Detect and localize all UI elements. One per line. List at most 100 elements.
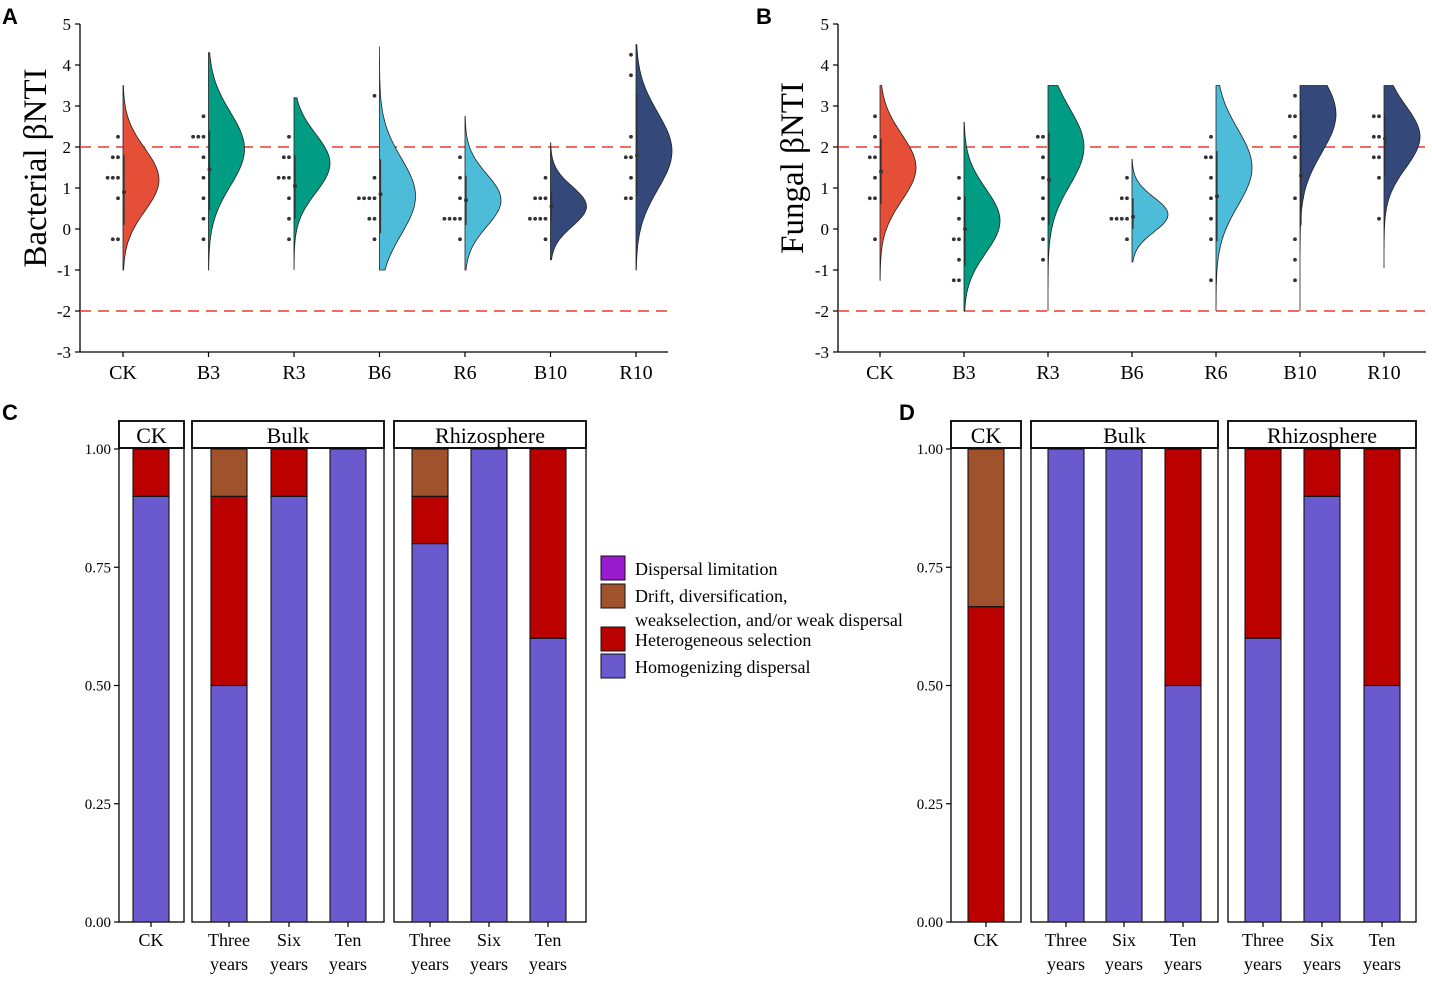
- legend-swatch-drift: [600, 583, 626, 609]
- stacked-bar-segment: [529, 448, 567, 639]
- violin-r10: [1383, 85, 1421, 268]
- median-point: [1299, 173, 1303, 178]
- data-dot: [116, 134, 120, 139]
- data-dot: [629, 196, 633, 201]
- legend-label: Drift, diversification,: [635, 586, 787, 606]
- data-dot: [201, 216, 206, 221]
- median-point: [378, 192, 383, 197]
- violin-b6: [379, 46, 416, 271]
- data-dot: [951, 278, 956, 283]
- violin-r6: [1215, 85, 1253, 311]
- y-axis-title: Fungal βNTI: [775, 82, 811, 254]
- data-dot: [1293, 237, 1297, 242]
- data-dot: [372, 216, 377, 221]
- y-tick-label: 0.75: [85, 560, 111, 576]
- panel-letter-b: B: [756, 4, 772, 29]
- data-dot: [1041, 257, 1045, 262]
- data-dot: [951, 237, 956, 242]
- stacked-bar-segment: [411, 448, 449, 497]
- stacked-bar-segment: [470, 448, 508, 923]
- y-tick-label: 2: [821, 138, 830, 157]
- violin-b10: [1299, 85, 1337, 311]
- data-dot: [110, 237, 115, 242]
- data-dot: [116, 155, 120, 160]
- data-dot: [533, 216, 537, 221]
- y-axis-title: Bacterial βNTI: [18, 68, 54, 267]
- facet-strip-label: Rhizosphere: [435, 423, 545, 448]
- data-dot: [1125, 237, 1129, 242]
- violin-r3: [1047, 85, 1085, 311]
- data-dot: [1209, 196, 1213, 201]
- data-dot: [458, 155, 462, 160]
- stacked-bar-segment: [529, 637, 567, 923]
- y-tick-label: -3: [57, 343, 71, 362]
- data-dot: [1209, 175, 1213, 180]
- data-dot: [1377, 216, 1381, 221]
- stacked-bar-segment: [1303, 448, 1341, 497]
- y-tick-label: -2: [57, 302, 71, 321]
- data-dot: [287, 196, 291, 201]
- x-tick-label: R10: [619, 362, 652, 384]
- y-tick-label: 1.00: [85, 442, 111, 458]
- facet-strip: [1030, 420, 1219, 449]
- data-dot: [1041, 196, 1045, 201]
- data-dot: [1109, 216, 1114, 221]
- violin-ck: [879, 85, 917, 281]
- data-dot: [623, 196, 628, 201]
- facet-strip-label: CK: [136, 423, 167, 448]
- data-dot: [957, 237, 961, 242]
- data-dot: [957, 278, 961, 283]
- data-dot: [458, 196, 462, 201]
- data-dot: [538, 216, 543, 221]
- facet-strip: [1227, 420, 1417, 449]
- data-dot: [1293, 93, 1297, 98]
- data-dot: [287, 134, 291, 139]
- y-tick-label: 0.25: [85, 797, 111, 813]
- data-dot: [372, 175, 377, 180]
- legend-label: weakselection, and/or weak dispersal: [635, 610, 903, 630]
- y-tick-label: 4: [821, 56, 830, 75]
- panel-a-bacterial-bnti: -3 -2 -1 0 1 2 3 4 5 Bacterial βNTI CK B3 R3 B6 R6 B10 R…: [18, 15, 673, 384]
- data-dot: [1119, 216, 1124, 221]
- data-dot: [116, 175, 120, 180]
- x-tick-label: CK: [973, 930, 998, 950]
- y-tick-label: 4: [63, 56, 72, 75]
- stacked-bar-segment: [1244, 637, 1282, 923]
- assembly-process-legend: Dispersal limitation Drift, diversificati…: [600, 555, 903, 679]
- data-dot: [873, 114, 877, 119]
- x-tick-label: Ten: [335, 930, 362, 950]
- y-tick-label: -3: [815, 343, 829, 362]
- panel-letter-d: D: [899, 400, 915, 425]
- facet-strip-label: Bulk: [267, 423, 310, 448]
- x-tick-label: years: [270, 954, 308, 974]
- data-dot: [957, 257, 961, 262]
- median-point: [635, 153, 639, 158]
- x-tick-label: R3: [1036, 362, 1059, 384]
- median-point: [1131, 214, 1135, 219]
- data-dot: [110, 175, 115, 180]
- stacked-bar-segment: [132, 448, 170, 497]
- median-point: [464, 198, 468, 203]
- x-tick-label: years: [529, 954, 567, 974]
- data-dot: [1293, 155, 1297, 160]
- violin-r10: [635, 44, 673, 271]
- stacked-bar-segment: [329, 448, 367, 923]
- data-dot: [372, 237, 377, 242]
- x-tick-label: years: [1363, 954, 1401, 974]
- stacked-bar-segment: [411, 495, 449, 545]
- data-dot: [543, 196, 548, 201]
- data-dot: [538, 196, 543, 201]
- data-dot: [1287, 114, 1292, 119]
- x-tick-label: Three: [1045, 930, 1087, 950]
- x-tick-label: years: [411, 954, 449, 974]
- panel-b-fungal-bnti: -3 -2 -1 0 1 2 3 4 5 Fungal βNTI CK B3 R3 B6 R6 B10 R10: [775, 15, 1426, 384]
- data-dot: [362, 196, 366, 201]
- data-dot: [367, 196, 372, 201]
- panel-d-fungal-assembly: 0.00 0.25 0.50 0.75 1.00 CK CK Bulk Three years Si…: [917, 420, 1417, 974]
- stacked-bar-segment: [210, 684, 248, 923]
- data-dot: [1293, 196, 1297, 201]
- x-tick-label: Three: [1242, 930, 1284, 950]
- data-dot: [873, 237, 877, 242]
- x-tick-label: CK: [138, 930, 163, 950]
